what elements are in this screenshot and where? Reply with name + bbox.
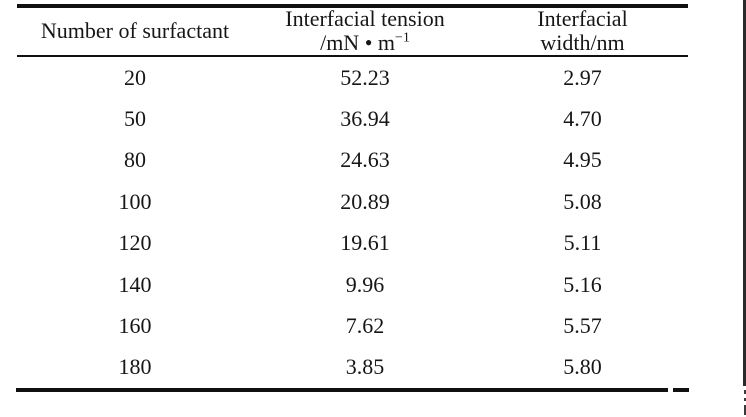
table-header: Number of surfactant Interfacial tension… bbox=[17, 7, 688, 55]
unit-base: /mN • m bbox=[320, 30, 396, 55]
cell-surfactant-count: 140 bbox=[118, 271, 152, 297]
cell-surfactant-count: 100 bbox=[118, 188, 152, 214]
cell-interfacial-width: 5.11 bbox=[563, 230, 602, 256]
cell-surfactant-count: 160 bbox=[118, 312, 152, 338]
column-header-interfacial-tension: Interfacial tension /mN • m−1 bbox=[253, 7, 477, 55]
column-header-unit: /mN • m−1 bbox=[320, 31, 410, 55]
scan-edge-line bbox=[743, 0, 746, 386]
cell-surfactant-count: 20 bbox=[124, 64, 146, 90]
scan-edge-dot bbox=[744, 390, 746, 394]
table-bottom-rule-dash bbox=[673, 388, 689, 392]
cell-interfacial-tension: 20.89 bbox=[340, 188, 390, 214]
cell-interfacial-tension: 36.94 bbox=[340, 106, 390, 132]
column-header-label: Number of surfactant bbox=[40, 18, 230, 43]
column-header-number-of-surfactant: Number of surfactant bbox=[17, 7, 253, 55]
cell-interfacial-width: 4.95 bbox=[563, 147, 602, 173]
scan-edge-dot bbox=[744, 398, 746, 401]
cell-surfactant-count: 80 bbox=[124, 147, 146, 173]
column-header-label: Interfacial tension bbox=[285, 6, 445, 31]
cell-interfacial-width: 5.57 bbox=[563, 312, 602, 338]
cell-interfacial-tension: 9.96 bbox=[345, 271, 385, 297]
cell-interfacial-tension: 3.85 bbox=[345, 354, 385, 380]
cell-interfacial-width: 5.16 bbox=[563, 271, 602, 297]
cell-interfacial-width: 5.08 bbox=[563, 188, 602, 214]
column-header-interfacial-width: Interfacial width/nm bbox=[477, 7, 688, 55]
table-bottom-rule bbox=[16, 388, 668, 392]
cell-surfactant-count: 180 bbox=[118, 354, 152, 380]
cell-interfacial-width: 5.80 bbox=[563, 354, 602, 380]
cell-interfacial-width: 2.97 bbox=[563, 64, 602, 90]
cell-interfacial-tension: 19.61 bbox=[340, 230, 390, 256]
cell-interfacial-tension: 24.63 bbox=[340, 147, 390, 173]
cell-interfacial-tension: 52.23 bbox=[340, 64, 390, 90]
cell-surfactant-count: 50 bbox=[124, 106, 146, 132]
cell-surfactant-count: 120 bbox=[118, 230, 152, 256]
header-separator-rule bbox=[17, 55, 688, 57]
cell-interfacial-width: 4.70 bbox=[563, 106, 602, 132]
table-top-rule bbox=[17, 4, 688, 8]
scan-edge-dot bbox=[744, 405, 746, 415]
cell-interfacial-tension: 7.62 bbox=[345, 312, 385, 338]
column-header-label: Interfacial bbox=[537, 6, 628, 31]
table-body: 20 52.23 2.97 50 36.94 4.70 80 24.63 4.9… bbox=[17, 57, 688, 388]
unit-superscript: −1 bbox=[395, 30, 410, 46]
column-header-unit: width/nm bbox=[540, 30, 625, 55]
